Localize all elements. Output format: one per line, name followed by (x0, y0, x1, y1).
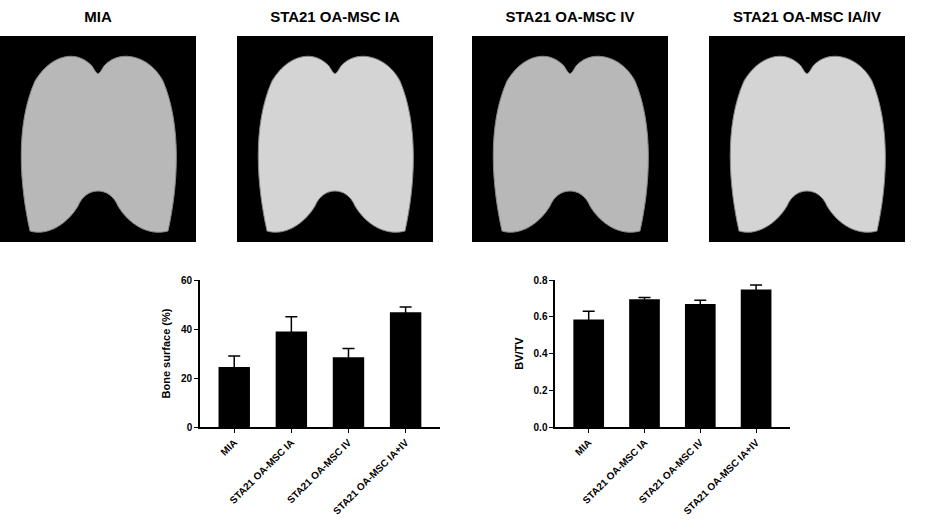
svg-text:STA21 OA-MSC IV: STA21 OA-MSC IV (285, 437, 354, 506)
svg-text:0: 0 (187, 422, 193, 433)
svg-text:40: 40 (181, 324, 193, 335)
svg-text:0.6: 0.6 (534, 311, 548, 322)
svg-text:20: 20 (181, 373, 193, 384)
svg-text:60: 60 (181, 275, 193, 286)
svg-text:MIA: MIA (573, 437, 594, 458)
html-text:STA21 OA-MSC IA/IV: STA21 OA-MSC IA/IV (733, 8, 881, 25)
svg-text:MIA: MIA (218, 437, 239, 458)
svg-text:Bone surface (%): Bone surface (%) (160, 308, 172, 398)
svg-text:0.4: 0.4 (534, 348, 548, 359)
html-text:STA21 OA-MSC IV: STA21 OA-MSC IV (505, 8, 635, 25)
svg-text:STA21 OA-MSC IA+IV: STA21 OA-MSC IA+IV (681, 437, 761, 517)
svg-text:STA21 OA-MSC IV: STA21 OA-MSC IV (637, 437, 706, 506)
svg-text:STA21 OA-MSC IA: STA21 OA-MSC IA (580, 437, 649, 506)
svg-text:BV/TV: BV/TV (513, 337, 525, 370)
svg-text:STA21 OA-MSC IA: STA21 OA-MSC IA (227, 437, 296, 506)
html-text:STA21 OA-MSC IA: STA21 OA-MSC IA (270, 8, 400, 25)
svg-text:0.0: 0.0 (534, 422, 548, 433)
svg-text:0.2: 0.2 (534, 385, 548, 396)
svg-text:0.8: 0.8 (534, 275, 548, 286)
svg-text:STA21 OA-MSC IA+IV: STA21 OA-MSC IA+IV (331, 437, 411, 517)
html-text:MIA: MIA (84, 8, 112, 25)
